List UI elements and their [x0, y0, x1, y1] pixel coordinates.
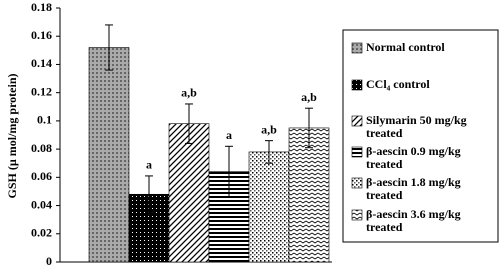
y-tick-label: 0	[46, 254, 52, 268]
y-tick-label: 0.06	[31, 169, 52, 183]
y-tick-label: 0.04	[31, 197, 52, 211]
annotation: a	[146, 158, 152, 172]
bar	[88, 47, 130, 263]
bar	[288, 127, 330, 263]
legend-key	[351, 79, 363, 91]
y-tick-label: 0.14	[31, 56, 52, 70]
legend-key	[351, 42, 363, 54]
y-tick-label: 0.02	[31, 226, 52, 240]
y-tick-label: 0.08	[31, 141, 52, 155]
annotation: a,b	[301, 90, 317, 104]
legend-key	[351, 146, 363, 158]
annotation: a	[226, 128, 232, 142]
legend-label: Normal control	[366, 40, 445, 54]
legend-box	[342, 29, 499, 243]
legend-label: CCl₄ control	[366, 77, 430, 91]
bar	[168, 123, 210, 263]
bar	[248, 151, 290, 263]
y-tick-label: 0.18	[31, 0, 52, 14]
legend-key	[351, 209, 363, 221]
y-tick-label: 0.12	[31, 84, 52, 98]
legend-key	[351, 115, 363, 127]
y-tick-label: 0.16	[31, 28, 52, 42]
legend-label: Silymarin 50 mg/kg treated	[366, 113, 467, 140]
legend-key	[351, 177, 363, 189]
legend-label: β-aescin 1.8 mg/kg treated	[366, 175, 461, 202]
annotation: a,b	[261, 122, 277, 136]
annotation: a,b	[181, 86, 197, 100]
legend-label: β-aescin 3.6 mg/kg treated	[366, 207, 461, 234]
y-axis-label: GSH (µ mol/mg protein)	[5, 73, 19, 198]
y-tick-label: 0.1	[37, 113, 52, 127]
legend-label: β-aescin 0.9 mg/kg treated	[366, 144, 461, 171]
